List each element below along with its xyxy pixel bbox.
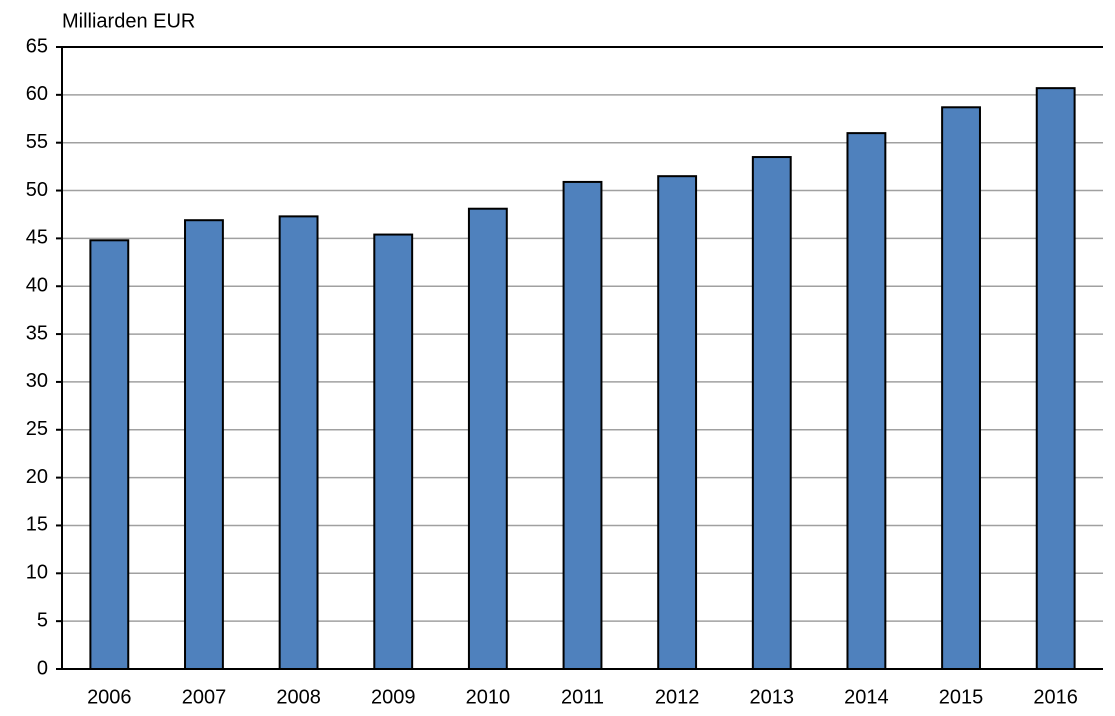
bar	[751, 156, 792, 671]
x-tick-label: 2013	[750, 686, 795, 708]
x-tick-label: 2010	[466, 686, 511, 708]
x-tick-label: 2009	[371, 686, 416, 708]
bar	[846, 132, 887, 671]
x-tick-label: 2015	[939, 686, 984, 708]
bar	[89, 239, 130, 670]
bar	[941, 106, 981, 671]
y-tick-label: 30	[26, 370, 48, 392]
y-tick-label: 35	[26, 322, 48, 344]
bar	[657, 175, 698, 671]
y-tick-label: 60	[26, 83, 48, 105]
y-tick-label: 0	[37, 657, 48, 679]
x-tick-label: 2008	[276, 686, 321, 708]
y-axis-label: Milliarden EUR	[62, 10, 195, 32]
y-tick-label: 65	[26, 35, 48, 57]
x-tick-label: 2012	[655, 686, 700, 708]
y-tick-label: 20	[26, 466, 48, 488]
bar	[562, 180, 603, 670]
bar	[373, 233, 414, 671]
y-tick-label: 45	[26, 227, 48, 249]
x-tick-label: 2007	[182, 686, 227, 708]
y-tick-label: 25	[26, 418, 48, 440]
y-tick-label: 10	[26, 562, 48, 584]
y-tick-label: 55	[26, 131, 48, 153]
bar	[467, 207, 508, 670]
bar	[1035, 87, 1076, 670]
y-tick-label: 40	[26, 275, 48, 297]
y-tick-label: 15	[26, 514, 48, 536]
y-tick-label: 5	[37, 609, 48, 631]
x-tick-label: 2011	[561, 686, 604, 708]
x-tick-label: 2014	[844, 686, 889, 708]
bar	[278, 215, 319, 670]
x-tick-label: 2006	[87, 686, 132, 708]
y-tick-label: 50	[26, 179, 48, 201]
x-tick-label: 2016	[1033, 686, 1078, 708]
bar	[184, 219, 224, 671]
